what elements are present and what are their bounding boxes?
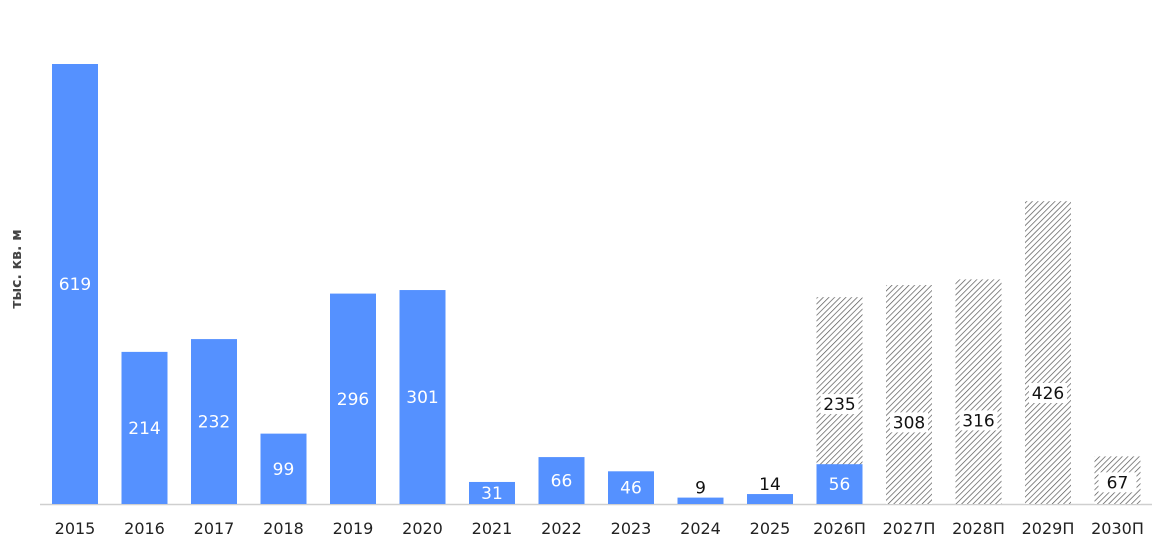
bar-actual (330, 293, 376, 504)
bar-actual (677, 497, 724, 504)
x-tick-label: 2018 (263, 519, 304, 538)
x-tick-label: 2022 (541, 519, 582, 538)
x-tick-label: 2020 (402, 519, 443, 538)
x-tick-label: 2017 (194, 519, 235, 538)
bar-value-label: 56 (829, 475, 851, 495)
bar-value-label: 14 (759, 475, 781, 495)
x-tick-label: 2023 (611, 519, 652, 538)
x-tick-label: 2027П (883, 519, 936, 538)
x-tick-label: 2025 (750, 519, 791, 538)
x-tick-label: 2015 (55, 519, 96, 538)
bar-forecast (886, 285, 932, 504)
bar-value-label: 619 (59, 275, 91, 295)
bar-value-label: 214 (128, 419, 160, 439)
bar-actual (608, 471, 654, 504)
bar-forecast (1025, 201, 1071, 504)
bar-actual (538, 457, 585, 504)
x-tick-label: 2016 (124, 519, 165, 538)
x-tick-label: 2030П (1091, 519, 1144, 538)
bar-actual (816, 464, 863, 504)
labels-layer: 2015 619 2016 214 2017 232 2018 99 2019 296 2020 30… (55, 275, 1144, 538)
bar-value-label: 232 (198, 413, 230, 433)
label-backdrop (1098, 472, 1137, 493)
bars-layer (52, 64, 1141, 504)
bar-value-label: 296 (337, 390, 369, 410)
bar-actual (121, 351, 168, 504)
bar-forecast (955, 279, 1002, 504)
bar-actual (191, 339, 237, 504)
bar-value-label: 301 (406, 388, 438, 408)
label-backdrop (820, 394, 859, 415)
x-tick-label: 2019 (333, 519, 374, 538)
bar-actual (260, 433, 307, 504)
bar-value-label: 9 (695, 479, 706, 499)
label-backdrop (959, 410, 998, 431)
x-tick-label: 2029П (1022, 519, 1075, 538)
forecast-value-label: 308 (893, 413, 925, 433)
label-backdrop (890, 412, 928, 433)
label-backdrop (1029, 383, 1067, 404)
x-tick-label: 2028П (952, 519, 1005, 538)
bar-value-label: 46 (620, 479, 642, 499)
bar-actual (52, 64, 98, 504)
y-axis-label: тыс. кв. м (9, 229, 25, 308)
x-tick-label: 2026П (813, 519, 866, 538)
x-tick-label: 2024 (680, 519, 721, 538)
bar-actual (399, 290, 446, 504)
bar-value-label: 66 (551, 472, 573, 492)
forecast-value-label: 426 (1032, 384, 1064, 404)
forecast-value-label: 235 (823, 395, 855, 415)
bar-value-label: 99 (273, 460, 295, 480)
forecast-value-label: 316 (962, 411, 994, 431)
forecast-value-label: 67 (1107, 473, 1129, 493)
bar-value-label: 31 (481, 484, 503, 504)
bar-actual (469, 481, 515, 504)
bar-actual (747, 494, 793, 504)
x-tick-label: 2021 (472, 519, 513, 538)
